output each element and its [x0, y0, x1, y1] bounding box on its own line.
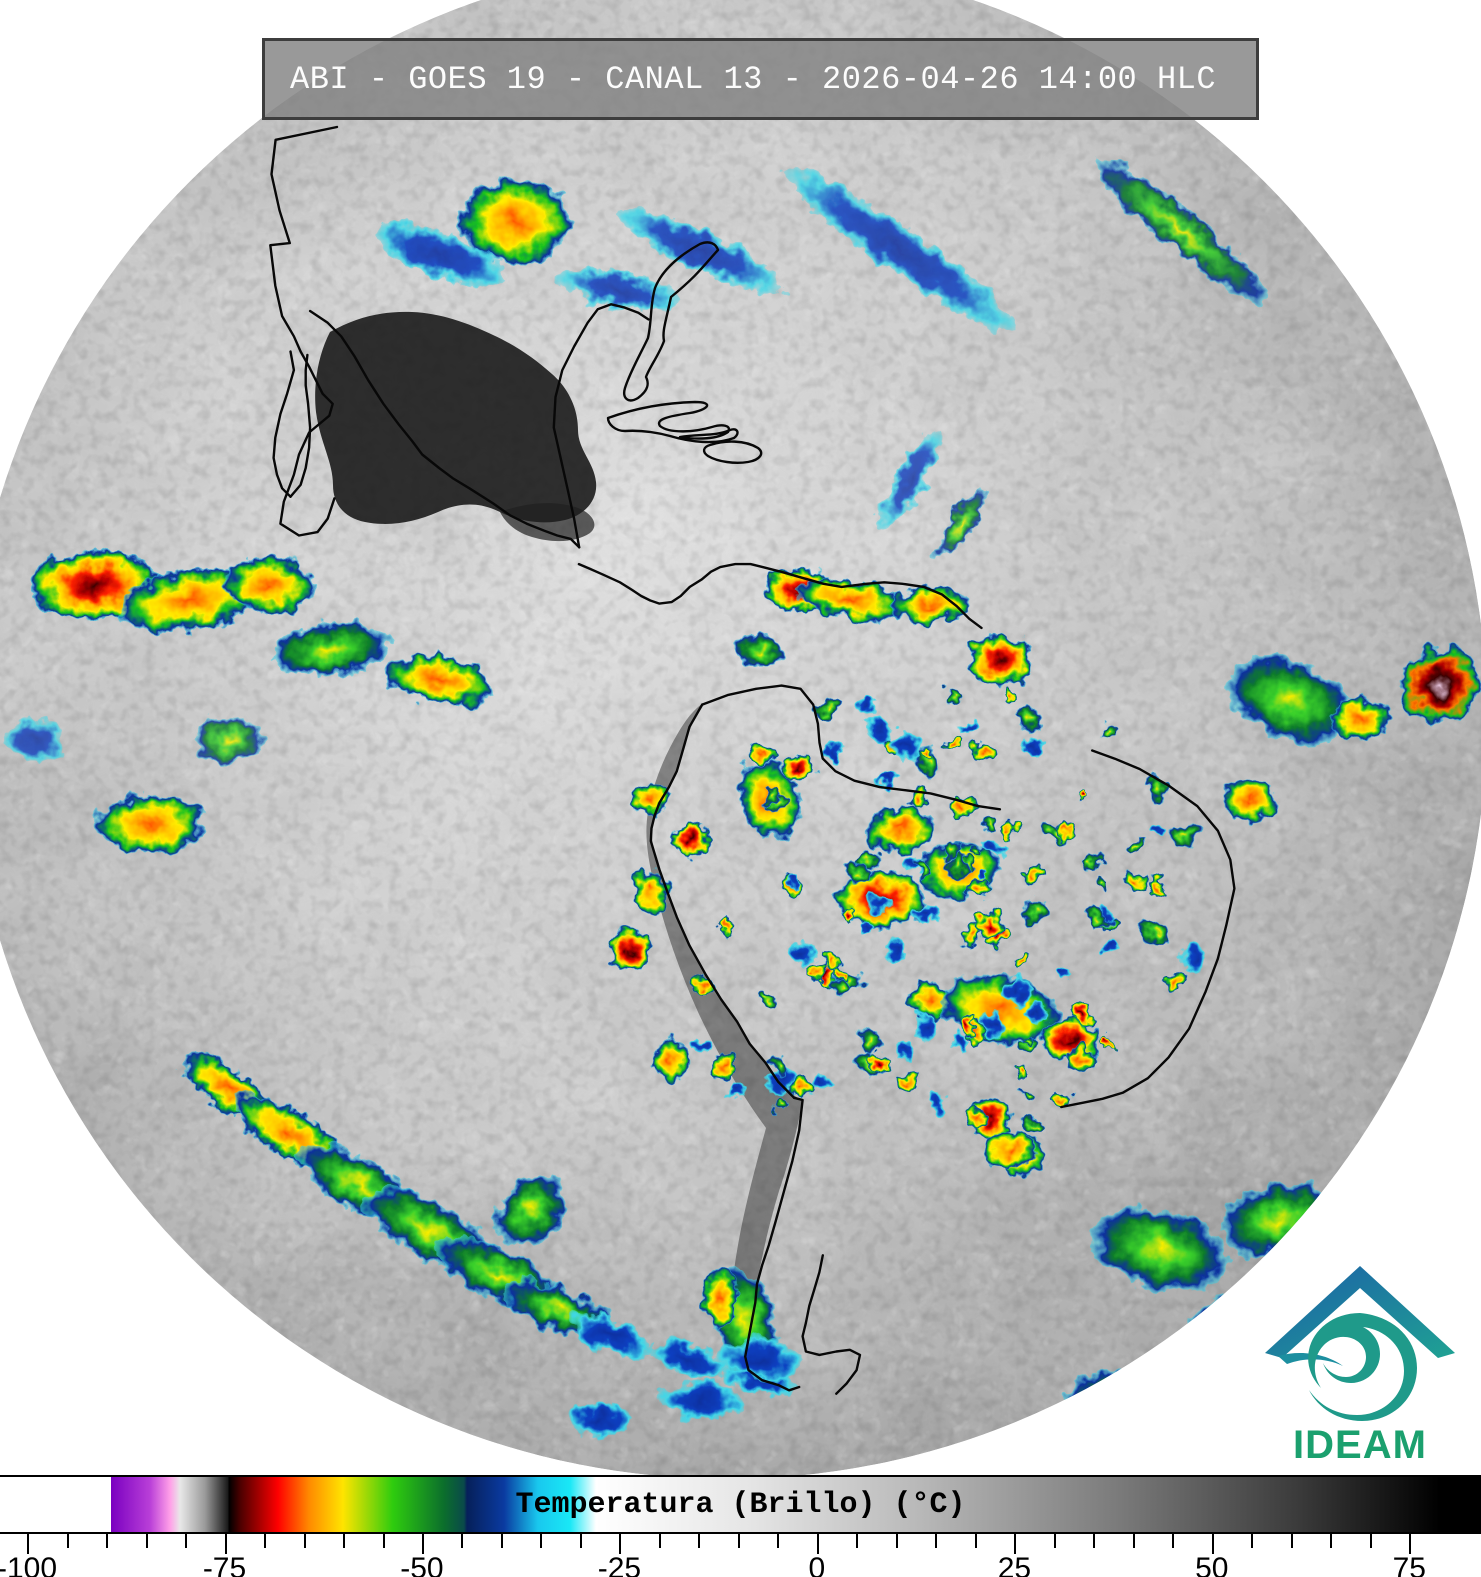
svg-text:IDEAM: IDEAM	[1293, 1423, 1427, 1467]
